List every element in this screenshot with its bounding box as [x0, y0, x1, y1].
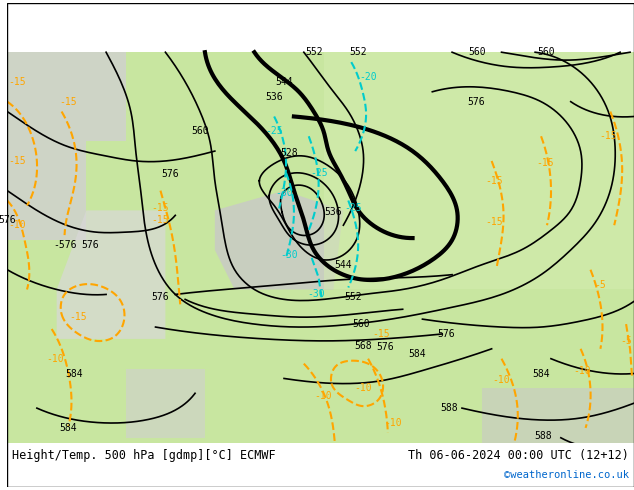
Text: 584: 584 — [409, 349, 426, 359]
Text: -10: -10 — [574, 366, 592, 375]
Text: -10: -10 — [8, 220, 26, 230]
Text: -30: -30 — [280, 250, 298, 260]
Text: 576: 576 — [376, 342, 394, 352]
Text: 560: 560 — [353, 319, 370, 329]
Text: -10: -10 — [384, 418, 401, 428]
Text: 528: 528 — [280, 148, 298, 158]
Polygon shape — [126, 368, 205, 438]
Text: 576: 576 — [437, 329, 455, 339]
Text: Height/Temp. 500 hPa [gdmp][°C] ECMWF: Height/Temp. 500 hPa [gdmp][°C] ECMWF — [12, 449, 276, 462]
Text: -15: -15 — [485, 176, 502, 186]
Text: 552: 552 — [349, 47, 367, 57]
Text: -15: -15 — [70, 312, 87, 322]
Text: -15: -15 — [372, 329, 390, 339]
Text: -15: -15 — [485, 217, 502, 227]
Text: -15: -15 — [152, 215, 169, 225]
Text: 560: 560 — [468, 47, 486, 57]
Text: -10: -10 — [314, 391, 332, 401]
Text: -10: -10 — [354, 383, 372, 393]
Text: -25: -25 — [266, 126, 283, 136]
Text: -20: -20 — [359, 72, 377, 82]
Text: 560: 560 — [191, 126, 209, 136]
Text: -30: -30 — [275, 188, 293, 197]
Text: -15: -15 — [8, 156, 26, 166]
Text: -30: -30 — [307, 290, 325, 299]
Text: 576: 576 — [152, 293, 169, 302]
Text: -576: -576 — [53, 240, 76, 250]
Text: 588: 588 — [534, 431, 552, 441]
Polygon shape — [7, 52, 126, 141]
Text: 576: 576 — [0, 215, 16, 225]
Text: -25: -25 — [344, 203, 362, 214]
Text: 544: 544 — [335, 260, 352, 270]
Text: -10: -10 — [493, 375, 510, 386]
Text: 584: 584 — [60, 423, 77, 433]
Bar — [7, 52, 634, 487]
Text: 584: 584 — [66, 368, 83, 378]
Text: -10: -10 — [46, 354, 63, 364]
Bar — [7, 443, 634, 487]
Text: 576: 576 — [81, 240, 99, 250]
Text: 576: 576 — [467, 97, 484, 107]
Text: -15: -15 — [60, 97, 77, 107]
Text: 536: 536 — [266, 92, 283, 102]
Text: -15: -15 — [536, 158, 554, 168]
Text: 560: 560 — [537, 47, 555, 57]
Text: -15: -15 — [152, 203, 169, 214]
Text: -5: -5 — [620, 336, 632, 346]
Polygon shape — [215, 191, 344, 290]
Polygon shape — [482, 389, 634, 487]
Text: 552: 552 — [344, 293, 362, 302]
Text: 584: 584 — [533, 368, 550, 378]
Polygon shape — [7, 141, 86, 240]
Text: 592: 592 — [524, 451, 542, 461]
Polygon shape — [56, 210, 165, 339]
Text: -15: -15 — [600, 131, 617, 141]
Text: 568: 568 — [354, 341, 372, 351]
Text: Th 06-06-2024 00:00 UTC (12+12): Th 06-06-2024 00:00 UTC (12+12) — [408, 449, 629, 462]
Text: ©weatheronline.co.uk: ©weatheronline.co.uk — [504, 470, 629, 480]
Text: -15: -15 — [8, 77, 26, 87]
Text: 588: 588 — [441, 403, 458, 413]
Text: 544: 544 — [275, 77, 293, 87]
Text: 552: 552 — [305, 47, 323, 57]
Text: 536: 536 — [325, 207, 342, 218]
Text: -5: -5 — [595, 279, 606, 290]
Text: -25: -25 — [310, 168, 327, 178]
Polygon shape — [323, 52, 634, 290]
Text: 576: 576 — [162, 169, 179, 179]
